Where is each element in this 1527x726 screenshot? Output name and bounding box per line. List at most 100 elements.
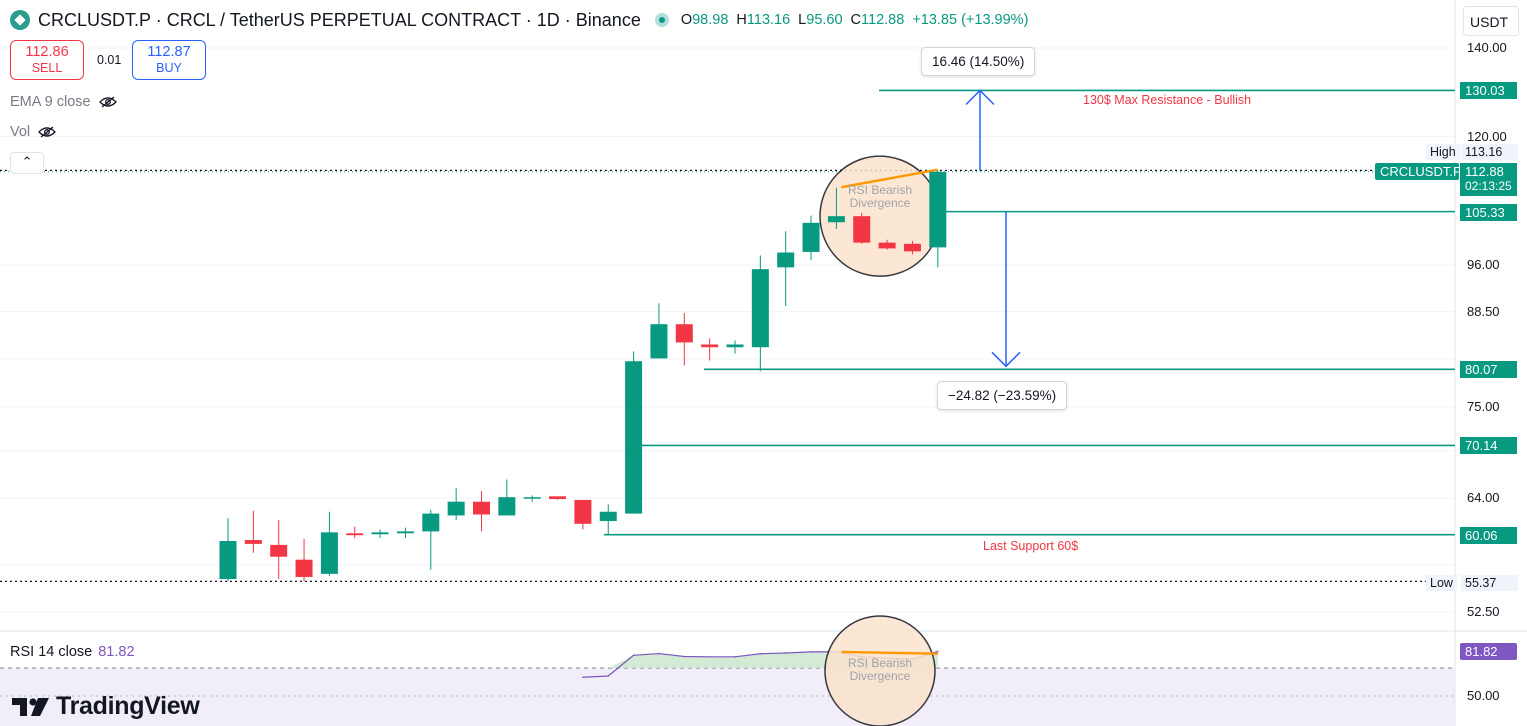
sell-button[interactable]: 112.86 SELL: [10, 40, 84, 80]
down-measure-label[interactable]: −24.82 (−23.59%): [937, 381, 1068, 410]
spread-value: 0.01: [97, 53, 122, 67]
candle-body: [574, 499, 592, 524]
level-badge: 80.07: [1460, 361, 1517, 379]
ohlc-open-key: O: [680, 12, 693, 28]
candle-body: [929, 171, 947, 248]
market-open-icon: [654, 13, 669, 27]
candle-body: [295, 559, 313, 577]
rsi-point: [784, 652, 787, 654]
price-tick-label: 88.50: [1467, 303, 1500, 319]
candle-body: [625, 361, 643, 514]
bar-countdown: 02:13:25: [1465, 179, 1512, 193]
low-tag: Low: [1426, 575, 1457, 591]
ohlc-open: 98.98: [692, 12, 729, 28]
eye-off-icon[interactable]: [98, 96, 117, 108]
candle-body: [346, 533, 364, 536]
candle-body: [777, 252, 795, 268]
candle-body: [701, 344, 719, 348]
candle-body: [878, 242, 896, 249]
candle-body: [599, 511, 617, 522]
level-badge: 60.06: [1460, 526, 1517, 544]
rsi-point: [937, 650, 939, 653]
candle-body: [422, 513, 440, 532]
candle-body: [751, 269, 769, 348]
ema-legend[interactable]: EMA 9 close: [10, 94, 117, 110]
ohlc-close-key: C: [850, 12, 862, 28]
rsi-pane: [0, 615, 1455, 726]
sell-price: 112.86: [25, 44, 69, 60]
price-tick-label: 75.00: [1467, 398, 1500, 414]
tradingview-icon: [12, 697, 49, 716]
candle-body: [549, 496, 567, 500]
level-badge: 105.33: [1460, 203, 1517, 221]
tradingview-logo[interactable]: TradingView: [12, 692, 200, 721]
buy-label: BUY: [156, 61, 182, 75]
collapse-legend-button[interactable]: ⌃: [10, 152, 44, 174]
candles: [219, 155, 947, 582]
level-badge: 130.03: [1460, 82, 1517, 100]
candle-body: [473, 501, 490, 515]
candle-body: [396, 531, 414, 534]
support-annotation[interactable]: Last Support 60$: [983, 539, 1079, 553]
candle-body: [802, 222, 820, 252]
rsi-point: [658, 652, 660, 655]
candle-body: [726, 344, 744, 348]
rsi-point: [810, 651, 812, 653]
ohlc-low-key: L: [798, 12, 807, 28]
candle-body: [675, 324, 693, 343]
last-price: 112.88: [1465, 164, 1504, 179]
candle-body: [320, 532, 338, 574]
resistance-annotation[interactable]: 130$ Max Resistance - Bullish: [1083, 93, 1252, 107]
last-price-badge: 112.88 02:13:25: [1460, 163, 1517, 196]
divergence-rsi-text: RSI Bearish Divergence: [847, 656, 913, 683]
candle-body: [498, 497, 516, 516]
brand-name: TradingView: [56, 692, 200, 720]
divergence-line-price: [841, 168, 939, 189]
up-measure-label[interactable]: 16.46 (14.50%): [921, 47, 1036, 76]
rsi-legend[interactable]: RSI 14 close 81.82: [10, 644, 135, 660]
rsi-point: [607, 675, 610, 677]
horizontal-levels: [0, 89, 1455, 582]
up-measure-arrow-head: [965, 89, 995, 106]
ohlc-high: 113.16: [746, 12, 791, 28]
currency-selector[interactable]: USDT: [1463, 6, 1519, 36]
candle-body: [827, 216, 845, 223]
candle-body: [447, 501, 465, 516]
rsi-point: [734, 656, 736, 658]
exchange-icon: [10, 10, 30, 30]
price-tick-label: 96.00: [1467, 256, 1500, 272]
drawings: [965, 89, 1021, 368]
candle-body: [371, 532, 389, 535]
high-tag: High: [1426, 144, 1460, 160]
divergence-price-text: RSI Bearish Divergence: [847, 183, 913, 210]
rsi-point: [683, 655, 686, 658]
divergence-circle-rsi: [824, 615, 936, 726]
price-tick-label: 120.00: [1467, 128, 1507, 144]
rsi-point: [759, 652, 762, 655]
price-tick-label: 140.00: [1467, 40, 1507, 55]
rsi-tick-label: 50.00: [1467, 688, 1500, 703]
price-tick-label: 52.50: [1467, 604, 1500, 619]
candle-body: [523, 497, 541, 499]
price-tick-label: 64.00: [1467, 490, 1500, 506]
rsi-value-badge: 81.82: [1460, 643, 1517, 660]
ohlc-high-key: H: [736, 12, 747, 28]
level-badge: 70.14: [1460, 437, 1517, 455]
rsi-point: [632, 654, 635, 657]
ohlc-values: O98.98 H113.16 L95.60 C112.88 +13.85 (+1…: [681, 12, 1029, 28]
buy-button[interactable]: 112.87 BUY: [132, 40, 206, 80]
ohlc-change: +13.85 (+13.99%): [912, 12, 1029, 28]
ohlc-low: 95.60: [806, 12, 843, 28]
ema-label: EMA 9 close: [10, 94, 91, 110]
rsi-band: [0, 668, 1455, 726]
volume-label: Vol: [10, 124, 31, 140]
down-measure-arrow-head: [991, 351, 1021, 368]
symbol-badge: CRCLUSDT.P: [1375, 163, 1462, 180]
volume-legend[interactable]: Vol: [10, 124, 57, 140]
rsi-point: [582, 676, 584, 679]
divergence-line-rsi: [841, 650, 938, 655]
symbol-title[interactable]: CRCLUSDT.P · CRCL / TetherUS PERPETUAL C…: [38, 9, 641, 30]
eye-off-icon[interactable]: [38, 126, 57, 138]
